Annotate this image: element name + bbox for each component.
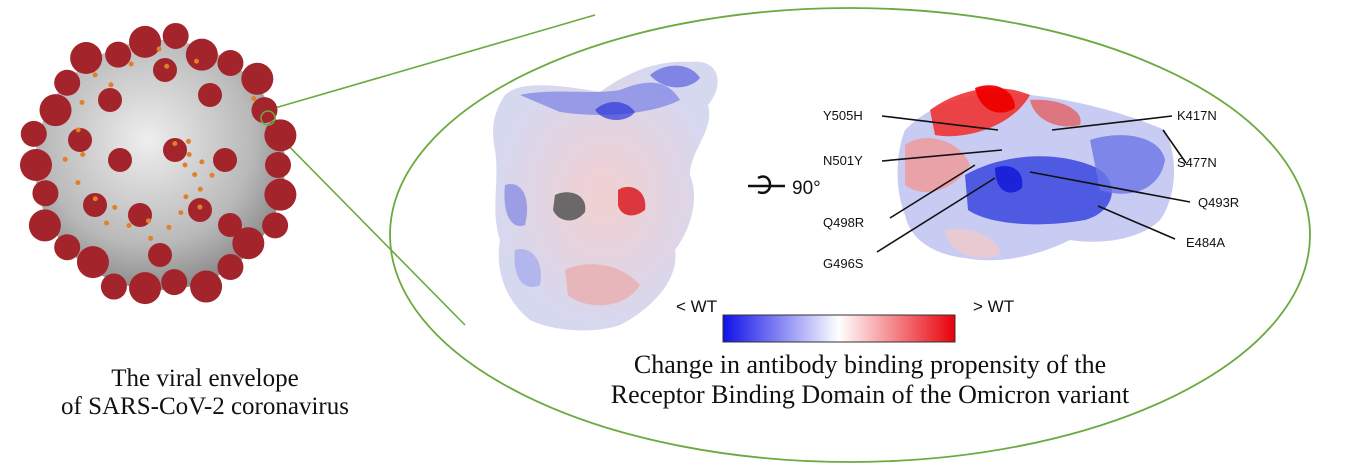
mutation-label-g496s: G496S (823, 256, 864, 271)
zoom-ellipse (389, 7, 1311, 463)
spike-protein (188, 198, 212, 222)
surface-protein-dot (148, 235, 154, 241)
spike-protein (148, 243, 172, 267)
zoom-connector-lines (267, 14, 596, 326)
colorbar: < WT > WT (676, 297, 1014, 343)
surface-protein-dot (104, 220, 110, 226)
mutation-label-y505h: Y505H (823, 108, 863, 123)
spike-protein (265, 152, 291, 178)
spike-protein (262, 212, 289, 239)
rotation-label: 90° (792, 178, 821, 199)
spike-protein (108, 148, 132, 172)
virus-caption-line1: The viral envelope (111, 365, 299, 392)
spike-protein (162, 22, 189, 49)
spike-protein (218, 213, 242, 237)
figure-caption-line1: Change in antibody binding propensity of… (633, 350, 1107, 379)
spike-protein (98, 88, 122, 112)
spike-protein (54, 69, 81, 96)
surface-protein-dot (164, 63, 170, 69)
figure-caption: Change in antibody binding propensity of… (520, 350, 1220, 410)
mutation-labels: Y505H N501Y Q498R G496S K417N S477N Q493… (823, 108, 1239, 271)
surface-protein-dot (156, 46, 162, 52)
spike-protein (32, 180, 59, 207)
rbd-surface-front-view (493, 61, 718, 331)
surface-protein-dot (75, 180, 81, 186)
spike-protein (185, 38, 218, 71)
colorbar-gradient (722, 314, 956, 343)
surface-protein-dot (186, 151, 192, 157)
surface-protein-dot (251, 96, 257, 102)
spike-protein (161, 269, 188, 296)
surface-protein-dot (197, 186, 203, 192)
surface-protein-dot (197, 204, 203, 210)
spike-protein (20, 149, 52, 181)
spike-proteins (20, 22, 297, 305)
spike-protein (232, 227, 265, 260)
surface-protein-dot (128, 61, 134, 67)
surface-protein-dot (209, 172, 215, 178)
surface-protein-dot (146, 218, 152, 224)
mutation-leader-lines (876, 115, 1191, 253)
spike-protein (20, 120, 47, 147)
rotation-indicator: 90° (748, 175, 821, 199)
spike-protein (241, 62, 274, 95)
spike-protein (39, 94, 72, 127)
spike-protein (129, 272, 162, 305)
spike-protein (190, 270, 223, 303)
spike-protein (198, 83, 222, 107)
spike-protein (76, 246, 109, 279)
virus-caption-line2: of SARS-CoV-2 coronavirus (61, 393, 349, 420)
surface-protein-dot (182, 162, 188, 168)
surface-protein-dot (112, 204, 118, 210)
surface-protein-dot (172, 141, 178, 147)
surface-protein-dot (62, 156, 68, 162)
spike-protein (28, 209, 61, 242)
mutation-label-k417n: K417N (1177, 108, 1217, 123)
zoom-origin-marker (260, 110, 276, 126)
spike-protein (264, 119, 297, 152)
spike-protein (70, 42, 103, 75)
spike-protein (68, 128, 92, 152)
spike-protein (264, 178, 297, 211)
spike-protein (217, 49, 244, 76)
surface-protein-dot (75, 127, 81, 133)
surface-protein-dot (79, 99, 85, 105)
mutation-label-e484a: E484A (1186, 235, 1225, 250)
surface-protein-dot (126, 223, 132, 229)
mutation-label-s477n: S477N (1177, 155, 1217, 170)
spike-protein (217, 254, 244, 281)
surface-protein-dot (178, 210, 184, 216)
mutation-label-q498r: Q498R (823, 215, 864, 230)
surface-protein-dot (92, 196, 98, 202)
spike-protein (163, 138, 187, 162)
spike-protein (213, 148, 237, 172)
surface-protein-dot (185, 138, 191, 144)
spike-protein (251, 97, 278, 124)
spike-protein (129, 25, 162, 58)
surface-protein-dot (193, 58, 199, 64)
spike-protein (83, 193, 107, 217)
mutation-label-q493r: Q493R (1198, 195, 1239, 210)
coronavirus-illustration (20, 22, 297, 305)
colorbar-low-label: < WT (676, 297, 717, 316)
spike-protein (105, 41, 132, 68)
virus-caption: The viral envelope of SARS-CoV-2 coronav… (40, 365, 370, 421)
colorbar-high-label: > WT (973, 297, 1014, 316)
surface-protein-dot (166, 224, 172, 230)
surface-protein-dot (199, 159, 205, 165)
surface-protein-dot (92, 72, 98, 78)
mutation-label-n501y: N501Y (823, 153, 863, 168)
surface-protein-dot (192, 172, 198, 178)
figure-caption-line2: Receptor Binding Domain of the Omicron v… (610, 380, 1130, 409)
spike-protein (100, 273, 127, 300)
spike-protein (54, 234, 81, 261)
surface-protein-dot (80, 151, 86, 157)
rotation-arrow-icon (757, 175, 772, 195)
spike-protein (128, 203, 152, 227)
surface-protein-dot (108, 82, 114, 88)
spike-protein (153, 58, 177, 82)
surface-protein-dot (183, 194, 189, 200)
